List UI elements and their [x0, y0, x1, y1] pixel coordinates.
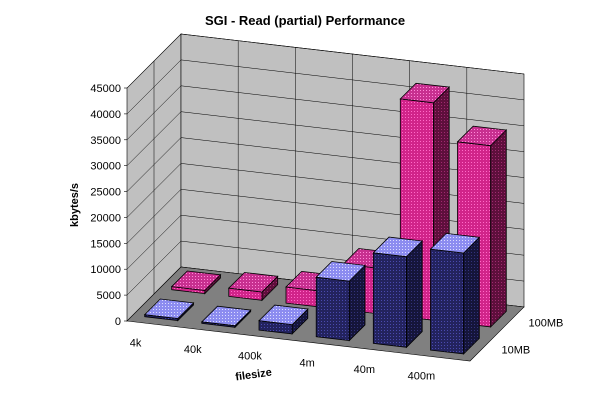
- series-axis-labels: 10MB 100MB: [502, 318, 564, 357]
- x-tick-label: 40m: [354, 364, 375, 376]
- chart-title: SGI - Read (partial) Performance: [205, 13, 405, 28]
- y-tick-label: 40000: [90, 109, 121, 121]
- chart-bars: [143, 82, 508, 355]
- y-tick-label: 5000: [97, 290, 121, 302]
- bar: [372, 236, 424, 349]
- bar-top-face: [258, 304, 309, 326]
- bar-top-face: [429, 232, 481, 254]
- bar-top-face: [399, 82, 451, 104]
- bar-top-face: [143, 298, 195, 319]
- bar: [170, 270, 222, 295]
- bar-side-face: [490, 129, 507, 328]
- series-label: 100MB: [529, 318, 564, 330]
- y-tick-label: 35000: [90, 135, 121, 147]
- bar-top-face: [200, 305, 252, 327]
- bar-front-face: [372, 252, 407, 348]
- y-tick-label: 0: [115, 316, 121, 328]
- bar: [143, 298, 195, 322]
- bar: [258, 304, 309, 335]
- y-tick-label: 25000: [90, 187, 121, 199]
- x-tick-label: 40k: [184, 344, 202, 356]
- bar-top-face: [227, 272, 279, 293]
- y-axis-label: kbytes/s: [69, 183, 81, 227]
- bar-top-face: [456, 125, 508, 147]
- bar-side-face: [406, 240, 423, 349]
- bar-front-face: [430, 248, 465, 355]
- y-tick-label: 45000: [90, 83, 121, 95]
- y-tick-label: 15000: [90, 238, 121, 250]
- y-tick-label: 10000: [90, 264, 121, 276]
- bar: [429, 232, 481, 355]
- x-axis-label: filesize: [235, 367, 273, 384]
- bar-front-face: [315, 276, 350, 342]
- bar-top-face: [170, 270, 222, 291]
- bar-side-face: [463, 236, 480, 355]
- y-axis-ticks: 0 5000 10000 15000 20000 25000 30000 35000 40000…: [90, 83, 127, 328]
- bar: [200, 305, 252, 329]
- bar-top-face: [372, 236, 424, 258]
- bar-top-face: [315, 261, 366, 282]
- series-label: 10MB: [502, 345, 531, 357]
- x-tick-label: 4k: [130, 337, 142, 349]
- x-axis-ticks: 4k 40k 400k 4m 40m 400m: [130, 337, 435, 382]
- y-tick-label: 20000: [90, 212, 121, 224]
- x-tick-label: 4m: [299, 357, 314, 369]
- bar: [315, 261, 366, 342]
- x-tick-label: 400k: [238, 351, 262, 363]
- bar: [227, 272, 279, 302]
- y-tick-label: 30000: [90, 161, 121, 173]
- x-tick-label: 400m: [408, 371, 436, 383]
